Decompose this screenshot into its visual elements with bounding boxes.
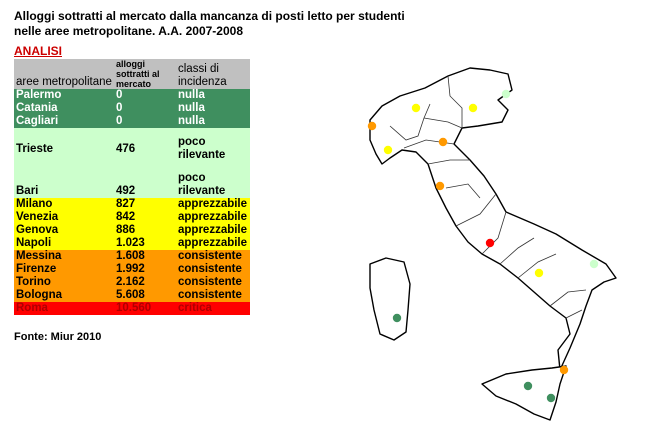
city-cell: Palermo: [14, 89, 114, 102]
class-cell: apprezzabile: [176, 198, 250, 211]
sardinia-shape: [369, 257, 411, 341]
marker-torino[interactable]: [367, 121, 377, 131]
table-header-row: aree metropolitane alloggi sottratti al …: [14, 59, 250, 89]
table-row: Roma 10.560 critica: [14, 302, 250, 315]
analysis-link[interactable]: ANALISI: [14, 44, 62, 58]
marker-firenze[interactable]: [435, 181, 445, 191]
city-cell: Genova: [14, 224, 114, 237]
value-cell: 0: [114, 102, 176, 115]
class-cell: apprezzabile: [176, 224, 250, 237]
city-cell: Firenze: [14, 263, 114, 276]
city-markers: [367, 89, 599, 403]
value-cell: 476: [114, 128, 176, 170]
table-row: Messina 1.608 consistente: [14, 250, 250, 263]
class-cell: consistente: [176, 250, 250, 263]
marker-trieste[interactable]: [501, 89, 511, 99]
table-row: Firenze 1.992 consistente: [14, 263, 250, 276]
city-cell: Torino: [14, 276, 114, 289]
value-cell: 842: [114, 211, 176, 224]
class-cell: nulla: [176, 102, 250, 115]
city-cell: Roma: [14, 302, 114, 315]
marker-palermo[interactable]: [523, 381, 533, 391]
class-cell: consistente: [176, 276, 250, 289]
marker-napoli[interactable]: [534, 268, 544, 278]
city-cell: Catania: [14, 102, 114, 115]
city-cell: Napoli: [14, 237, 114, 250]
marker-bologna[interactable]: [438, 137, 448, 147]
value-cell: 886: [114, 224, 176, 237]
header-aree: aree metropolitane: [14, 59, 114, 89]
value-cell: 2.162: [114, 276, 176, 289]
data-table: aree metropolitane alloggi sottratti al …: [14, 59, 250, 315]
table-row: Cagliari 0 nulla: [14, 115, 250, 128]
table-row: Milano 827 apprezzabile: [14, 198, 250, 211]
value-cell: 1.608: [114, 250, 176, 263]
table-row: Torino 2.162 consistente: [14, 276, 250, 289]
table-row: Bari 492 poco rilevante: [14, 170, 250, 198]
class-cell: apprezzabile: [176, 237, 250, 250]
class-cell: apprezzabile: [176, 211, 250, 224]
marker-roma[interactable]: [485, 238, 495, 248]
table-row: Palermo 0 nulla: [14, 89, 250, 102]
city-cell: Milano: [14, 198, 114, 211]
marker-bari[interactable]: [589, 259, 599, 269]
city-cell: Messina: [14, 250, 114, 263]
marker-catania[interactable]: [546, 393, 556, 403]
sicily-shape: [481, 365, 567, 421]
value-cell: 1.992: [114, 263, 176, 276]
city-cell: Cagliari: [14, 115, 114, 128]
value-cell: 10.560: [114, 302, 176, 315]
page-title: Alloggi sottratti al mercato dalla manca…: [14, 9, 405, 38]
table-row: Napoli 1.023 apprezzabile: [14, 237, 250, 250]
value-cell: 0: [114, 115, 176, 128]
city-cell: Bari: [14, 170, 114, 198]
class-cell: critica: [176, 302, 250, 315]
table-row: Bologna 5.608 consistente: [14, 289, 250, 302]
value-cell: 492: [114, 170, 176, 198]
marker-messina[interactable]: [559, 365, 569, 375]
table-row: Catania 0 nulla: [14, 102, 250, 115]
header-classi: classi di incidenza: [176, 59, 250, 89]
class-cell: poco rilevante: [176, 170, 250, 198]
table-row: Trieste 476 poco rilevante: [14, 128, 250, 170]
source-note: Fonte: Miur 2010: [14, 331, 102, 343]
class-cell: poco rilevante: [176, 128, 250, 170]
city-cell: Bologna: [14, 289, 114, 302]
class-cell: consistente: [176, 263, 250, 276]
italy-map: [367, 67, 617, 421]
value-cell: 5.608: [114, 289, 176, 302]
table-row: Genova 886 apprezzabile: [14, 224, 250, 237]
header-alloggi: alloggi sottratti al mercato: [114, 59, 176, 89]
table-row: Venezia 842 apprezzabile: [14, 211, 250, 224]
marker-venezia[interactable]: [468, 103, 478, 113]
marker-cagliari[interactable]: [392, 313, 402, 323]
city-cell: Venezia: [14, 211, 114, 224]
value-cell: 0: [114, 89, 176, 102]
marker-genova[interactable]: [383, 145, 393, 155]
class-cell: nulla: [176, 89, 250, 102]
class-cell: nulla: [176, 115, 250, 128]
value-cell: 827: [114, 198, 176, 211]
value-cell: 1.023: [114, 237, 176, 250]
marker-milano[interactable]: [411, 103, 421, 113]
class-cell: consistente: [176, 289, 250, 302]
city-cell: Trieste: [14, 128, 114, 170]
